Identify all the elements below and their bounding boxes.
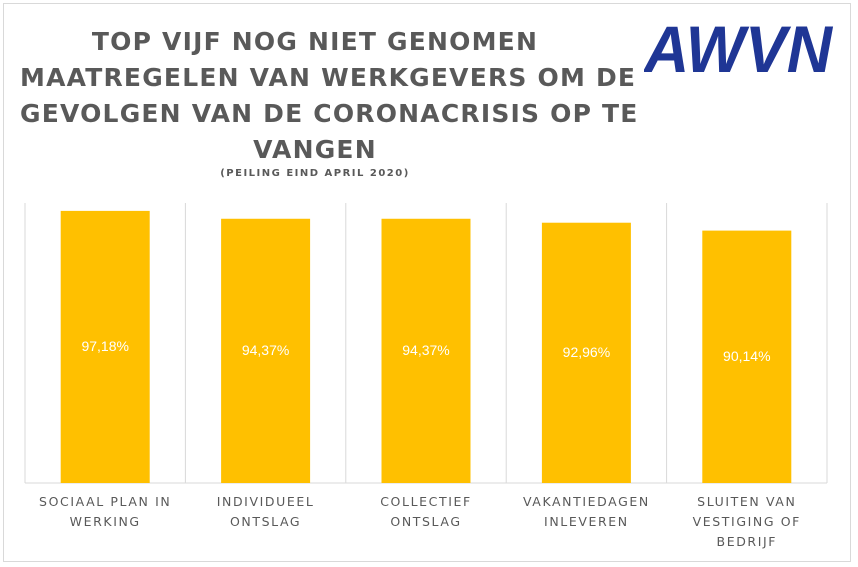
category-label: COLLECTIEF [380,494,472,509]
category-label: WERKING [70,514,141,529]
bar [702,230,792,483]
awvn-logo-graphic: AWVN [642,12,833,86]
category-label: BEDRIJF [717,534,778,549]
awvn-logo: AWVN [642,12,834,86]
category-label: SOCIAAL PLAN IN [39,494,171,509]
chart-subtitle: (PEILING EIND APRIL 2020) [220,168,410,179]
category-label: INDIVIDUEEL [217,494,315,509]
data-label: 94,37% [402,342,449,358]
bar [381,218,471,484]
category-label: SLUITEN VAN [697,494,796,509]
logo-text: AWVN [644,22,833,78]
data-label: 97,18% [81,338,128,354]
title-line-2: MAATREGELEN VAN WERKGEVERS OM DE [20,63,637,92]
category-label: VESTIGING OF [693,514,801,529]
title-line-1: TOP VIJF NOG NIET GENOMEN [91,27,539,56]
data-label: 90,14% [723,348,770,364]
data-label: 94,37% [242,342,289,358]
category-label: VAKANTIEDAGEN [523,494,650,509]
category-label: ONTSLAG [230,514,301,529]
title-line-4: VANGEN [253,135,377,164]
bar [60,210,150,483]
chart-title: TOP VIJF NOG NIET GENOMEN MAATREGELEN VA… [20,24,639,168]
title-line-3: GEVOLGEN VAN DE CORONACRISIS OP TE [20,99,639,128]
category-label: INLEVEREN [544,514,629,529]
category-label: ONTSLAG [390,514,461,529]
bar [541,222,631,483]
bar [221,218,311,484]
data-label: 92,96% [563,344,610,360]
